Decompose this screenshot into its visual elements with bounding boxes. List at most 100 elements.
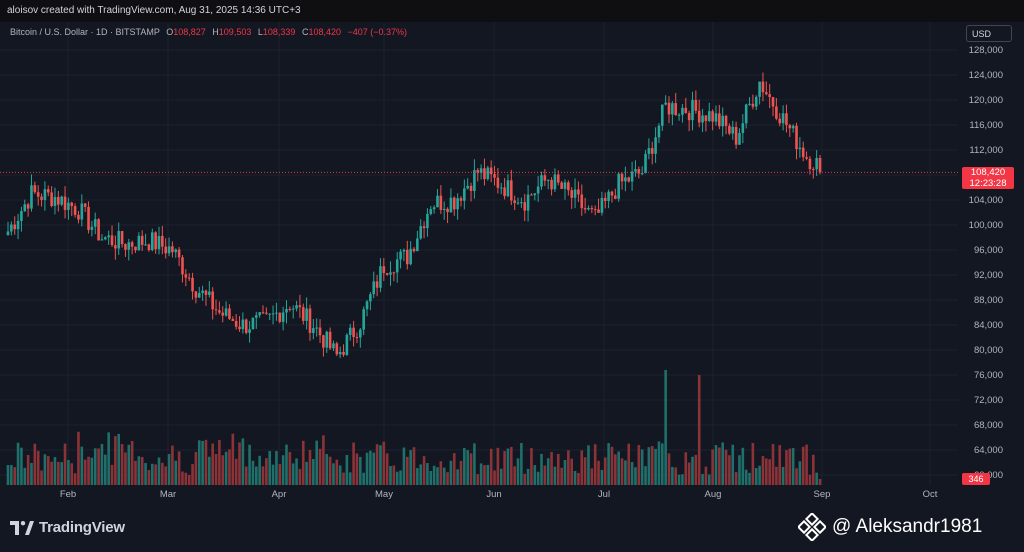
- candle-body: [811, 169, 815, 171]
- volume-bar: [338, 465, 342, 485]
- candle-body: [607, 191, 610, 201]
- volume-bar: [647, 447, 651, 485]
- volume-bar: [134, 460, 137, 485]
- candle-body: [567, 182, 570, 191]
- bar-countdown: 12:23:28: [969, 178, 1007, 189]
- volume-bar: [778, 445, 782, 485]
- candle-body: [412, 248, 416, 252]
- volume-bar: [734, 472, 738, 485]
- volume-bar: [114, 436, 117, 485]
- y-axis-tick-label: 72,000: [974, 395, 1003, 406]
- price-chart[interactable]: 128,000124,000120,000116,000112,000108,0…: [0, 22, 1024, 502]
- volume-bar: [244, 466, 248, 485]
- candle-body: [154, 232, 157, 250]
- volume-bar: [580, 450, 584, 485]
- volume-bar: [583, 457, 587, 485]
- candle-body: [191, 277, 194, 292]
- candle-body: [140, 235, 144, 245]
- candle-body: [208, 291, 211, 295]
- volume-bar: [553, 466, 557, 485]
- candle-body: [241, 319, 245, 330]
- candle-body: [258, 312, 261, 316]
- brand-name: TradingView: [39, 519, 125, 536]
- y-axis-tick-label: 68,000: [974, 420, 1003, 431]
- volume-bar: [798, 461, 802, 485]
- low-label: L: [257, 27, 263, 37]
- volume-bar: [801, 446, 805, 485]
- volume-bar: [432, 465, 436, 485]
- volume-bar: [540, 453, 543, 485]
- volume-bar: [590, 468, 594, 485]
- low-value: 108,339: [262, 27, 296, 37]
- candle-body: [489, 167, 493, 175]
- volume-bar: [50, 461, 53, 485]
- volume-bar: [90, 457, 94, 485]
- volume-bar: [325, 454, 329, 485]
- volume-bar: [395, 471, 399, 485]
- volume-bar: [493, 470, 496, 485]
- volume-bar: [251, 460, 255, 485]
- volume-bar: [399, 470, 402, 485]
- volume-bar: [805, 444, 808, 485]
- candle-body: [137, 235, 141, 251]
- candle-body: [375, 281, 379, 288]
- volume-bar: [214, 453, 218, 485]
- volume-bar: [231, 433, 235, 485]
- volume-bar: [312, 458, 315, 485]
- volume-bar: [127, 444, 131, 485]
- volume-bar: [305, 461, 308, 485]
- volume-bar: [563, 459, 567, 485]
- volume-bar: [228, 449, 231, 485]
- candle-body: [281, 312, 285, 322]
- volume-bar: [348, 472, 352, 485]
- volume-bar: [463, 447, 466, 485]
- tradingview-logo[interactable]: TradingView: [10, 519, 125, 536]
- candle-body: [597, 209, 600, 213]
- volume-bar: [73, 473, 77, 485]
- volume-bar: [70, 463, 74, 485]
- candle-body: [124, 244, 127, 250]
- volume-bar: [741, 447, 745, 485]
- volume-bar: [808, 474, 812, 485]
- chart-area[interactable]: [0, 22, 1024, 502]
- candle-body: [660, 104, 664, 126]
- volume-bar: [573, 471, 577, 485]
- candle-body: [439, 195, 443, 210]
- y-axis-tick-label: 124,000: [969, 70, 1003, 81]
- candle-body: [463, 188, 466, 201]
- symbol-legend: Bitcoin / U.S. Dollar · 1D · BITSTAMP O1…: [10, 27, 407, 37]
- volume-bar: [379, 445, 382, 485]
- y-axis-tick-label: 100,000: [969, 220, 1003, 231]
- volume-bar: [456, 469, 459, 485]
- candle-body: [550, 179, 553, 190]
- candle-body: [593, 209, 597, 211]
- volume-bar: [174, 460, 178, 485]
- candle-body: [271, 313, 275, 315]
- candle-body: [640, 173, 644, 175]
- candle-body: [36, 192, 40, 197]
- volume-bar: [526, 468, 530, 485]
- volume-bar: [614, 454, 617, 485]
- candle-body: [63, 196, 67, 210]
- volume-bar: [436, 467, 439, 485]
- candle-body: [197, 293, 201, 298]
- candle-body: [395, 259, 399, 273]
- candle-body: [399, 251, 402, 260]
- candle-body: [419, 226, 423, 239]
- candle-body: [707, 111, 711, 121]
- volume-bar: [332, 463, 335, 485]
- candle-body: [422, 226, 426, 229]
- volume-bar: [694, 454, 698, 485]
- candle-body: [285, 309, 288, 313]
- candle-body: [781, 113, 785, 124]
- binance-diamond-icon: [798, 513, 826, 541]
- volume-bar: [479, 463, 483, 485]
- candle-body: [469, 185, 473, 191]
- candle-body: [436, 195, 439, 208]
- candle-body: [650, 148, 654, 154]
- candle-body: [214, 309, 218, 311]
- currency-button[interactable]: USD: [966, 25, 1012, 42]
- volume-bar: [26, 454, 30, 485]
- candle-body: [815, 158, 818, 170]
- volume-bar: [510, 447, 513, 485]
